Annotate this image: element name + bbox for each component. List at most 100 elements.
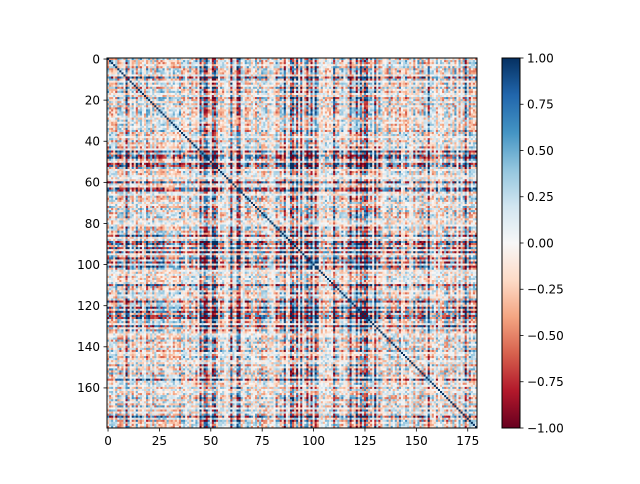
heatmap-cell (267, 84, 270, 88)
heatmap-cell (127, 82, 130, 86)
heatmap-cell (452, 58, 455, 61)
heatmap-cell (176, 70, 180, 73)
heatmap-cell (158, 62, 161, 65)
heatmap-cell (277, 70, 281, 73)
heatmap-cell (333, 111, 336, 114)
heatmap-cell (232, 60, 235, 63)
heatmap-cell (454, 86, 457, 90)
heatmap-cell (222, 92, 225, 96)
heatmap-cell (433, 101, 437, 104)
heatmap-cell (255, 80, 258, 84)
heatmap-cell (363, 70, 367, 73)
heatmap-cell (183, 105, 186, 108)
heatmap-cell (185, 62, 188, 65)
heatmap-cell (158, 107, 161, 110)
heatmap-cell (370, 70, 373, 73)
heatmap-cell (376, 66, 379, 69)
heatmap-cell (450, 109, 453, 112)
heatmap-cell (109, 109, 112, 112)
heatmap-cell (339, 109, 342, 112)
heatmap-cell (127, 88, 130, 92)
heatmap-cell (345, 88, 348, 92)
heatmap-cell (335, 95, 338, 98)
heatmap-cell (166, 107, 170, 110)
heatmap-cell (164, 84, 167, 88)
heatmap-cell (187, 86, 190, 90)
heatmap-cell (183, 107, 186, 110)
heatmap-cell (386, 107, 389, 110)
heatmap-cell (109, 84, 112, 88)
heatmap-cell (296, 84, 299, 88)
heatmap-cell (435, 84, 439, 88)
heatmap-cell (287, 82, 291, 86)
heatmap-cell (164, 68, 167, 71)
heatmap-cell (244, 86, 248, 90)
heatmap-cell (359, 99, 363, 102)
heatmap-cell (435, 64, 439, 67)
heatmap-cell (442, 88, 445, 92)
heatmap-cell (117, 84, 120, 88)
heatmap-cell (357, 109, 361, 112)
heatmap-cell (310, 90, 313, 94)
heatmap-cell (218, 113, 221, 116)
heatmap-cell (263, 107, 266, 110)
heatmap-cell (152, 84, 155, 88)
heatmap-cell (189, 99, 192, 102)
heatmap-cell (244, 68, 248, 71)
heatmap-cell (158, 97, 161, 100)
heatmap-cell (265, 105, 268, 108)
heatmap-cell (435, 111, 439, 114)
heatmap-cell (380, 101, 383, 104)
heatmap-cell (168, 101, 172, 104)
heatmap-cell (209, 111, 213, 114)
heatmap-cell (183, 109, 186, 112)
heatmap-cell (176, 82, 180, 86)
heatmap-cell (257, 64, 260, 67)
heatmap-cell (341, 90, 344, 94)
heatmap-cell (211, 68, 215, 71)
heatmap-cell (248, 111, 252, 114)
heatmap-cell (335, 62, 338, 65)
heatmap-cell (261, 97, 264, 100)
heatmap-cell (398, 95, 402, 98)
heatmap-cell (466, 111, 470, 114)
heatmap-cell (150, 80, 153, 84)
heatmap-cell (460, 109, 463, 112)
heatmap-cell (178, 92, 182, 96)
heatmap-cell (187, 92, 190, 96)
heatmap-cell (378, 99, 381, 102)
heatmap-cell (347, 70, 350, 73)
heatmap-cell (271, 101, 274, 104)
heatmap-cell (310, 82, 313, 86)
heatmap-cell (312, 95, 315, 98)
heatmap-cell (218, 86, 221, 90)
heatmap-cell (267, 92, 270, 96)
heatmap-cell (238, 109, 241, 112)
heatmap-cell (474, 58, 478, 61)
heatmap-cell (263, 97, 266, 100)
heatmap-cell (218, 105, 221, 108)
heatmap-cell (400, 78, 404, 81)
heatmap-cell (312, 109, 315, 112)
heatmap-cell (413, 111, 416, 114)
heatmap-cell (271, 103, 274, 106)
heatmap-cell (368, 99, 371, 102)
heatmap-cell (335, 101, 338, 104)
heatmap-cell (331, 78, 334, 81)
heatmap-cell (224, 95, 227, 98)
heatmap-cell (109, 64, 112, 67)
heatmap-cell (450, 58, 453, 61)
heatmap-cell (400, 68, 404, 71)
heatmap-cell (267, 109, 270, 112)
heatmap-cell (148, 90, 151, 94)
heatmap-cell (312, 78, 315, 81)
heatmap-cell (115, 72, 118, 75)
heatmap-cell (378, 80, 381, 84)
heatmap-cell (191, 105, 194, 108)
heatmap-cell (156, 66, 159, 69)
heatmap-cell (433, 76, 437, 79)
heatmap-cell (283, 60, 287, 63)
heatmap-cell (417, 80, 420, 84)
heatmap-cell (339, 97, 342, 100)
heatmap-cell (413, 68, 416, 71)
